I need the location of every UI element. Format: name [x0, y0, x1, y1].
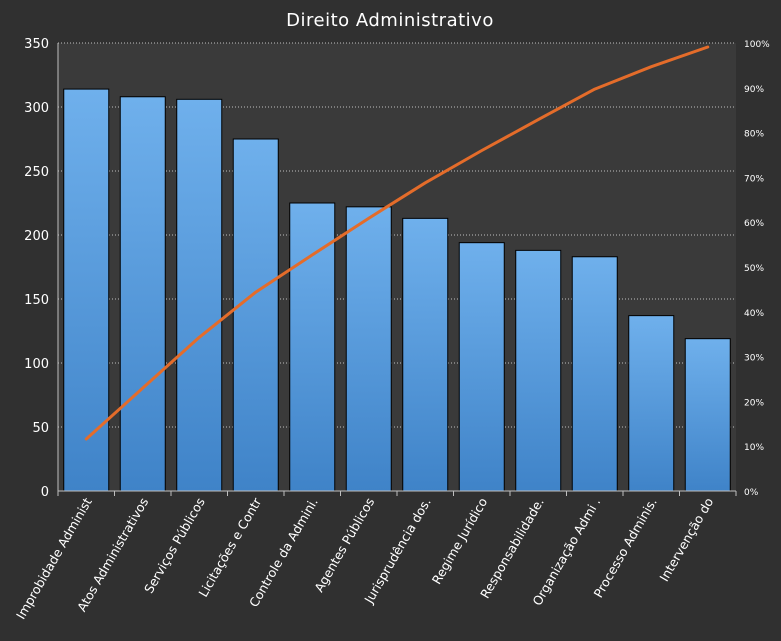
grid-lines [58, 42, 736, 428]
bar [515, 249, 562, 492]
y-tick-label: 250 [24, 165, 49, 180]
cumulative-line-path [84, 45, 710, 441]
bar [684, 338, 731, 492]
y2-tick-label: 90% [744, 85, 764, 95]
axes [57, 43, 737, 496]
y-tick-label: 150 [24, 293, 49, 308]
y2-tick-label: 30% [744, 354, 764, 364]
y-tick-label: 300 [24, 101, 49, 116]
y-tick-label: 350 [24, 37, 49, 52]
y-tick-label: 50 [32, 421, 49, 436]
cumulative-line [84, 45, 710, 441]
bar [458, 242, 505, 492]
bar [176, 98, 223, 492]
bar [119, 96, 166, 492]
cumulative-point [255, 291, 257, 293]
cumulative-point [424, 182, 426, 184]
y2-tick-label: 20% [744, 398, 764, 408]
y2-tick-label: 100% [744, 40, 770, 50]
y2-tick-label: 80% [744, 130, 764, 140]
bar [571, 256, 618, 492]
cumulative-point [368, 217, 370, 219]
y-tick-label: 200 [24, 229, 49, 244]
cumulative-point [537, 119, 539, 121]
cumulative-point [142, 387, 144, 389]
cumulative-point [594, 88, 596, 90]
y2-tick-label: 70% [744, 174, 764, 184]
cumulative-point [707, 46, 709, 48]
cumulative-point [85, 438, 87, 440]
bar [402, 217, 449, 492]
cumulative-point [481, 150, 483, 152]
bar [628, 315, 675, 492]
y2-tick-label: 60% [744, 219, 764, 229]
y2-tick-label: 10% [744, 443, 764, 453]
bar [63, 88, 110, 492]
bar [289, 202, 336, 492]
y2-tick-label: 50% [744, 264, 764, 274]
cumulative-point [311, 254, 313, 256]
bar [345, 206, 392, 492]
cumulative-point [650, 66, 652, 68]
y2-tick-label: 40% [744, 309, 764, 319]
cumulative-point [198, 336, 200, 338]
bar [232, 138, 279, 492]
y-tick-label: 0 [41, 485, 49, 500]
chart-title: Direito Administrativo [286, 10, 494, 31]
y2-tick-label: 0% [744, 488, 759, 498]
y-tick-label: 100 [24, 357, 49, 372]
plot-area [58, 43, 736, 491]
